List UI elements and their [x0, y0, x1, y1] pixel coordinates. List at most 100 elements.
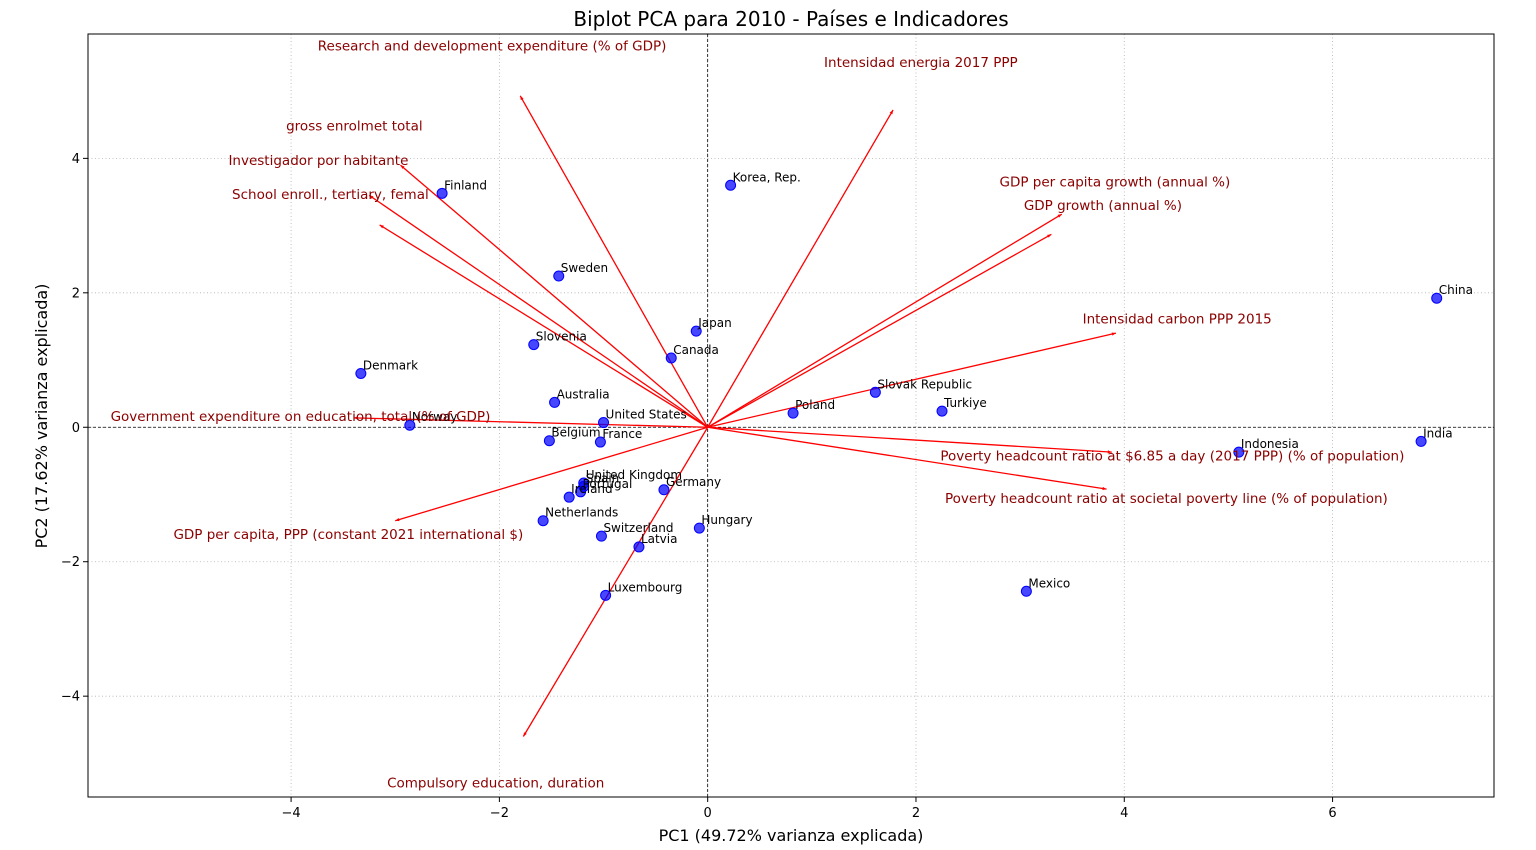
country-label: China: [1439, 283, 1473, 297]
y-axis-label: PC2 (17.62% varianza explicada): [32, 284, 51, 549]
x-tick-label: 2: [912, 806, 920, 821]
country-label: Slovenia: [536, 330, 587, 344]
country-label: Slovak Republic: [877, 377, 972, 391]
country-label: Mexico: [1028, 576, 1070, 590]
country-labels: Finland Korea, Rep. Sweden China Japan Sloven…: [363, 170, 1473, 594]
y-tick-label: −4: [61, 690, 80, 705]
country-point: [537, 515, 549, 527]
loading-arrowhead: [523, 732, 527, 737]
loading-arrowhead: [889, 109, 894, 115]
country-point: [598, 417, 610, 429]
country-label: Hungary: [701, 513, 752, 527]
country-label: Finland: [444, 178, 487, 192]
country-point: [594, 436, 606, 448]
loading-arrow: [400, 164, 709, 428]
loading-arrow: [707, 213, 1063, 428]
x-tick-label: 0: [704, 806, 712, 821]
country-point: [869, 386, 881, 398]
country-label: Switzerland: [603, 521, 673, 535]
country-point: [563, 491, 575, 503]
loading-arrow: [379, 224, 709, 428]
country-point: [549, 396, 561, 408]
country-label: Japan: [697, 316, 731, 330]
loading-label: Intensidad energia 2017 PPP: [824, 55, 1018, 71]
loading-label: GDP per capita growth (annual %): [1000, 175, 1231, 191]
country-point: [690, 325, 702, 337]
loading-arrowhead: [520, 95, 524, 101]
country-label: Belgium: [551, 426, 600, 440]
loading-arrow: [707, 109, 894, 428]
loading-label: School enroll., tertiary, femal: [232, 187, 429, 203]
loading-arrow: [707, 233, 1052, 428]
axis-ticks: −4 −2 0 2 4 6 −4 −2 0 2 4: [61, 152, 1337, 821]
y-tick-label: 4: [72, 152, 80, 167]
loading-arrow: [707, 332, 1117, 428]
plot-frame: [87, 33, 1495, 798]
loading-arrowhead: [1107, 450, 1112, 454]
country-point: [633, 541, 645, 553]
country-point: [436, 187, 448, 199]
country-label: Sweden: [561, 261, 608, 275]
loading-arrowhead: [379, 224, 384, 229]
x-tick-label: −2: [490, 806, 509, 821]
loading-arrow: [522, 426, 709, 737]
loading-arrowhead: [1102, 486, 1107, 491]
y-tick-label: 2: [72, 286, 80, 301]
country-point: [658, 484, 670, 496]
loading-label: Investigador por habitante: [228, 153, 408, 169]
loading-label: GDP growth (annual %): [1024, 198, 1182, 214]
loading-arrow: [707, 426, 1112, 453]
country-point: [355, 367, 367, 379]
country-point: [725, 179, 737, 191]
country-point: [528, 339, 540, 351]
country-point: [575, 486, 587, 498]
country-point: [665, 352, 677, 364]
country-label: Canada: [673, 343, 719, 357]
country-point: [543, 435, 555, 447]
loading-label: Research and development expenditure (% …: [318, 39, 667, 55]
chart-title: Biplot PCA para 2010 - Países e Indicado…: [573, 7, 1008, 31]
loading-arrows: [353, 95, 1117, 737]
loading-arrow: [395, 426, 708, 522]
country-label: Spain: [586, 471, 620, 485]
country-label: France: [602, 427, 642, 441]
country-label: Denmark: [363, 358, 418, 372]
loading-arrow: [353, 417, 708, 428]
country-point: [1415, 435, 1427, 447]
country-point: [1431, 292, 1443, 304]
x-tick-label: −4: [282, 806, 301, 821]
country-point: [553, 270, 565, 282]
country-label: Australia: [557, 387, 610, 401]
country-label: India: [1423, 426, 1452, 440]
country-point: [693, 522, 705, 534]
country-label: Germany: [666, 475, 721, 489]
loading-arrowhead: [1057, 214, 1062, 218]
loading-arrow: [707, 426, 1107, 490]
country-point: [595, 530, 607, 542]
loading-label: gross enrolmet total: [286, 118, 422, 134]
y-tick-label: 0: [72, 421, 80, 436]
country-label: United States: [606, 408, 687, 422]
loading-arrow: [519, 95, 709, 428]
country-label: United Kingdom: [586, 468, 682, 482]
loading-label: Compulsory education, duration: [387, 775, 604, 791]
loading-arrowhead: [369, 195, 374, 199]
loading-label: Government expenditure on education, tot…: [111, 409, 491, 425]
loading-arrowhead: [353, 416, 358, 420]
country-label: Norway: [412, 410, 458, 424]
loading-labels: Research and development expenditure (% …: [111, 39, 1405, 792]
country-point: [1233, 446, 1245, 458]
loading-arrowhead: [400, 165, 405, 169]
country-point: [404, 419, 416, 431]
loading-arrow: [368, 194, 709, 428]
country-label: Portugal: [583, 477, 633, 491]
y-tick-label: −2: [61, 555, 80, 570]
x-tick-label: 4: [1120, 806, 1128, 821]
loading-label: GDP per capita, PPP (constant 2021 inter…: [173, 527, 523, 543]
x-axis-label: PC1 (49.72% varianza explicada): [659, 826, 924, 845]
loading-label: Intensidad carbon PPP 2015: [1083, 312, 1272, 328]
country-label: Luxembourg: [608, 580, 683, 594]
country-label: Poland: [795, 398, 835, 412]
loading-label: Poverty headcount ratio at societal pove…: [945, 491, 1388, 507]
loading-label: Poverty headcount ratio at $6.85 a day (…: [940, 448, 1404, 464]
